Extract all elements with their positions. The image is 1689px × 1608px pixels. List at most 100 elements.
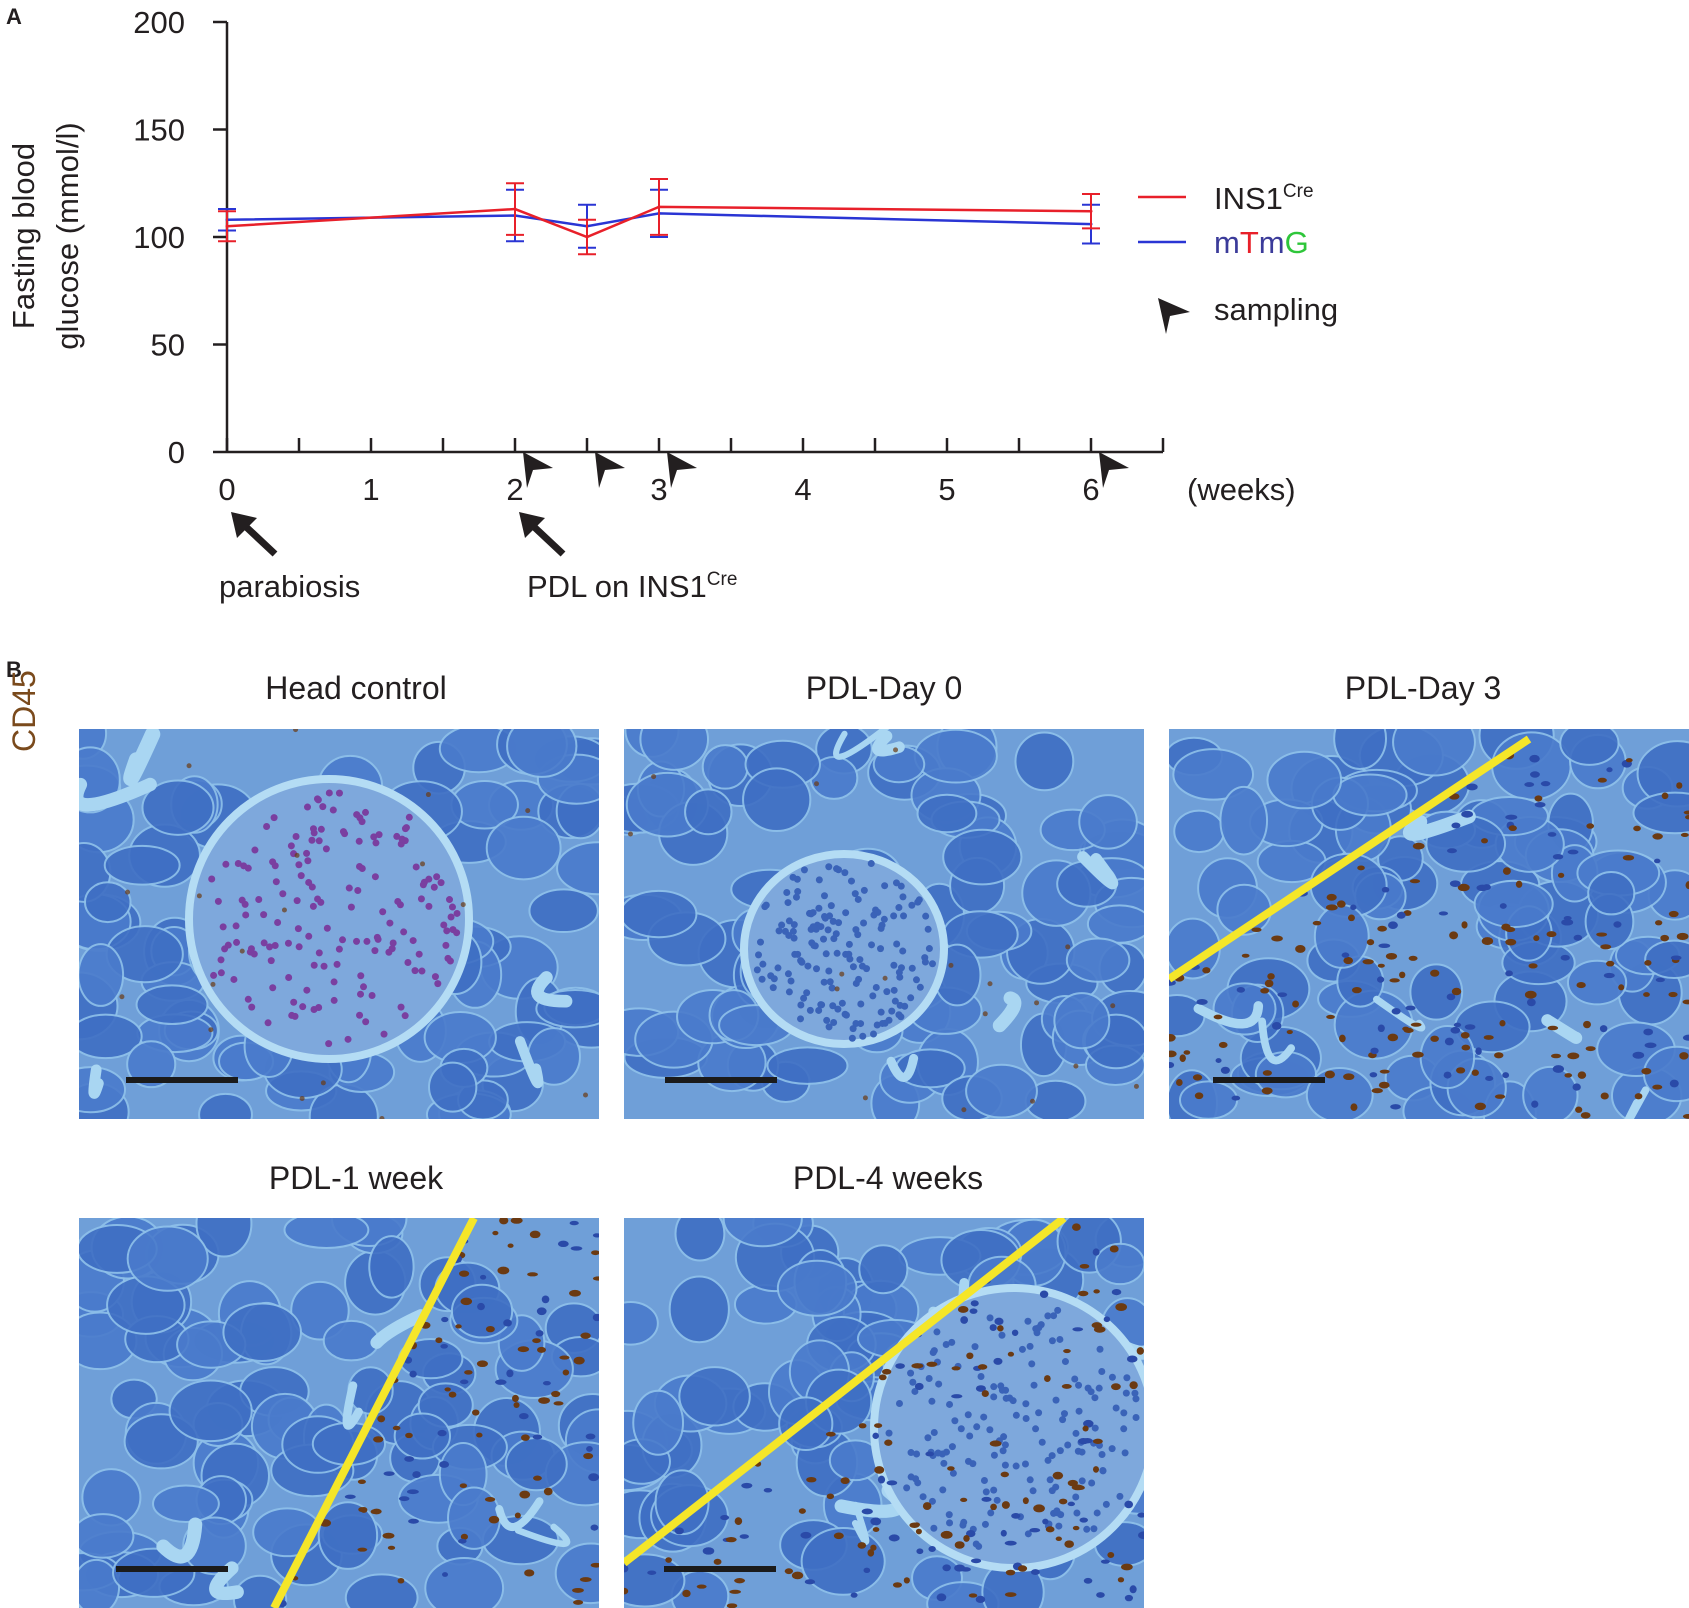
cd45-cell bbox=[696, 1584, 707, 1589]
cd45-cell bbox=[488, 1515, 500, 1524]
acinar-cell bbox=[83, 881, 132, 924]
cd45-cell bbox=[1078, 1438, 1089, 1445]
nucleus bbox=[895, 1400, 903, 1408]
cd45-cell bbox=[1625, 758, 1633, 763]
nucleus bbox=[852, 926, 860, 934]
cd45-cell bbox=[990, 1503, 997, 1511]
nucleus bbox=[362, 1018, 370, 1026]
cd45-cell bbox=[1540, 781, 1551, 787]
tissue-texture bbox=[1169, 729, 1689, 1119]
nucleus bbox=[762, 901, 770, 909]
cd45-cell bbox=[975, 1385, 986, 1392]
nucleus bbox=[354, 886, 362, 894]
cd45-cell bbox=[1138, 1531, 1144, 1540]
cd45-cell bbox=[1169, 1050, 1177, 1058]
lumen bbox=[886, 1053, 919, 1082]
cd45-cell bbox=[553, 1401, 564, 1406]
cd45-cell bbox=[951, 1366, 961, 1371]
cd45-cell bbox=[1634, 1093, 1643, 1100]
cd45-cell bbox=[951, 1394, 963, 1399]
nucleus bbox=[867, 860, 875, 868]
acinar-cell bbox=[428, 1061, 478, 1113]
nucleus bbox=[285, 973, 293, 981]
cd45-cell bbox=[1082, 1425, 1089, 1432]
nucleus bbox=[437, 879, 445, 887]
event-arrow-head bbox=[519, 512, 545, 538]
cd45-cell bbox=[569, 1220, 579, 1226]
acinar-cell bbox=[322, 1319, 380, 1362]
nucleus bbox=[945, 1511, 953, 1519]
cd45-cell bbox=[1241, 953, 1250, 958]
cd45-cell bbox=[1343, 1073, 1351, 1078]
nucleus bbox=[1120, 1425, 1128, 1433]
nucleus bbox=[309, 902, 317, 910]
cd45-cell bbox=[1341, 952, 1350, 958]
cd45-cell bbox=[1561, 919, 1574, 926]
acinar-cell bbox=[1313, 904, 1370, 969]
cd45-cell bbox=[1676, 932, 1689, 941]
cd45-cell bbox=[1100, 1559, 1110, 1564]
nucleus bbox=[1093, 1509, 1101, 1517]
nucleus bbox=[815, 904, 823, 912]
cd45-cell bbox=[1567, 1052, 1580, 1060]
nucleus bbox=[264, 1019, 272, 1027]
nucleus bbox=[1044, 1456, 1052, 1464]
nucleus bbox=[297, 872, 305, 880]
acinar-cell bbox=[913, 729, 998, 784]
cd45-cell bbox=[1430, 1035, 1439, 1042]
cd45-cell bbox=[1682, 1034, 1689, 1041]
cd45-cell bbox=[499, 1218, 509, 1225]
data-point bbox=[1089, 209, 1093, 213]
cd45-cell bbox=[1215, 1058, 1222, 1063]
nucleus bbox=[404, 958, 412, 966]
cd45-cell bbox=[1456, 1067, 1466, 1074]
nucleus bbox=[753, 966, 761, 974]
nucleus bbox=[284, 939, 292, 947]
nucleus bbox=[993, 1496, 1001, 1504]
cd45-cell bbox=[1505, 938, 1517, 946]
cd45-cell bbox=[1092, 1466, 1100, 1473]
cd45-cell bbox=[1324, 1070, 1335, 1079]
cd45-cell bbox=[1547, 1025, 1559, 1031]
nucleus bbox=[402, 824, 410, 832]
event-label-1: PDL on INS1Cre bbox=[527, 569, 737, 604]
tissue-texture bbox=[624, 1218, 1144, 1608]
nucleus bbox=[339, 828, 347, 836]
nucleus bbox=[919, 1493, 927, 1501]
nucleus bbox=[1073, 1509, 1081, 1517]
event-label-0: parabiosis bbox=[219, 569, 360, 604]
nucleus bbox=[430, 883, 438, 891]
nucleus bbox=[1099, 1466, 1107, 1474]
cd45-cell bbox=[519, 1412, 529, 1420]
panel-a-label: A bbox=[6, 4, 22, 29]
cd45-cell bbox=[441, 1572, 449, 1577]
acinar-cell bbox=[858, 1244, 909, 1295]
nucleus bbox=[946, 1519, 954, 1527]
legend-label-sampling: sampling bbox=[1214, 292, 1338, 327]
nucleus bbox=[915, 896, 923, 904]
cd45-cell bbox=[1264, 979, 1274, 988]
micrograph-title-pdl-day3: PDL-Day 3 bbox=[1344, 670, 1502, 706]
cd45-cell bbox=[1092, 1248, 1100, 1256]
cd45-cell bbox=[1446, 848, 1457, 854]
cd45-cell bbox=[406, 1489, 419, 1495]
nucleus bbox=[791, 950, 799, 958]
event-arrow-head bbox=[231, 512, 257, 538]
nucleus bbox=[912, 976, 920, 984]
nucleus bbox=[1048, 1337, 1056, 1345]
cd45-cell bbox=[533, 1475, 542, 1481]
nucleus bbox=[775, 927, 783, 935]
x-tick-label: 1 bbox=[362, 472, 379, 507]
nucleus bbox=[314, 796, 322, 804]
cd45-cell bbox=[1124, 1594, 1133, 1602]
nucleus bbox=[290, 998, 298, 1006]
nucleus bbox=[838, 999, 846, 1007]
cd45-cell bbox=[1371, 1088, 1383, 1094]
cd45-cell bbox=[1055, 1536, 1062, 1542]
cd45-cell bbox=[1103, 1316, 1111, 1323]
nucleus bbox=[818, 1001, 826, 1009]
nucleus bbox=[1108, 1445, 1116, 1453]
nucleus bbox=[790, 934, 798, 942]
acinar-cell bbox=[639, 729, 710, 771]
cd45-cell bbox=[460, 1533, 469, 1540]
